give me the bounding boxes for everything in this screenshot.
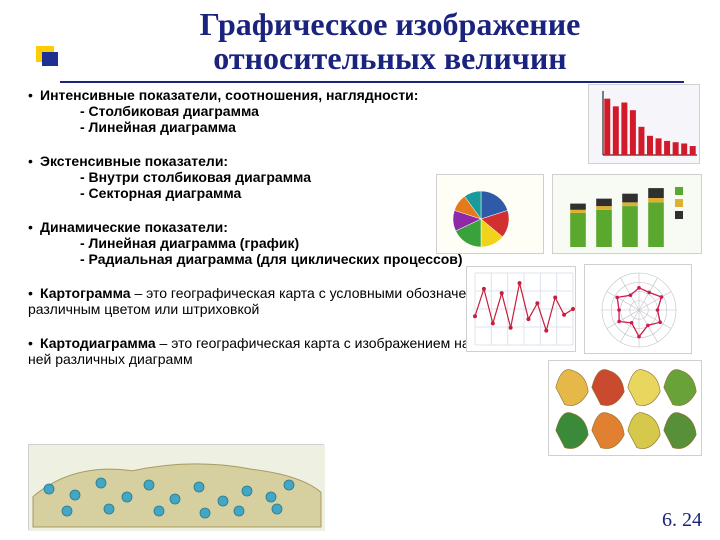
section-lead: Экстенсивные показатели: xyxy=(40,153,228,169)
thumb-stacked-chart xyxy=(552,174,702,254)
bullet-icon: • xyxy=(28,219,40,235)
page-title: Графическое изображение относительных ве… xyxy=(60,8,720,75)
bullet-icon: • xyxy=(28,87,40,103)
thumb-bar-chart xyxy=(588,84,700,164)
section-cartodiagram: •Картодиаграмма – это географическая кар… xyxy=(28,335,478,367)
section-lead: Динамические показатели: xyxy=(40,219,228,235)
title-line-1: Графическое изображение xyxy=(200,6,581,42)
bullet-icon: • xyxy=(28,153,40,169)
thumb-line-chart xyxy=(466,266,576,352)
title-accent-icon xyxy=(36,46,58,66)
bullet-icon: • xyxy=(28,335,40,351)
page-number: 6. 24 xyxy=(662,509,702,532)
thumb-map-regions xyxy=(548,360,702,456)
title-line-2: относительных величин xyxy=(213,40,566,76)
title-block: Графическое изображение относительных ве… xyxy=(0,0,720,79)
thumb-pie-chart xyxy=(436,174,544,254)
section-lead: Интенсивные показатели, соотношения, наг… xyxy=(40,87,418,103)
thumb-radar-chart xyxy=(584,264,692,354)
bullet-icon: • xyxy=(28,285,40,301)
section-lead-bold: Картограмма xyxy=(40,285,131,301)
thumb-map-dots xyxy=(28,444,324,530)
section-lead-bold: Картодиаграмма xyxy=(40,335,156,351)
